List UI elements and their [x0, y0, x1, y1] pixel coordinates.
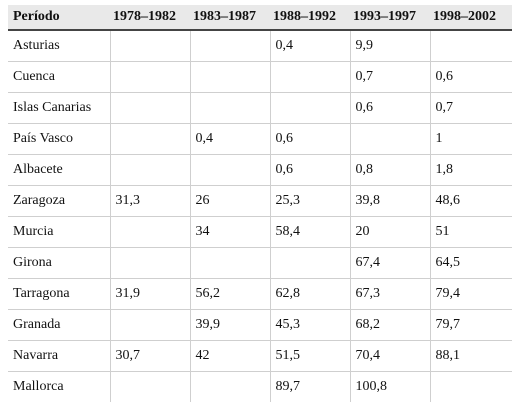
table-cell: 25,3 — [270, 185, 351, 217]
table-row: Cuenca 0,7 0,6 — [8, 61, 512, 93]
table-cell — [190, 154, 271, 186]
header-row: Período 1978–1982 1983–1987 1988–1992 19… — [8, 5, 512, 31]
table-row: Girona 67,4 64,5 — [8, 247, 512, 279]
table-cell — [190, 30, 271, 62]
table-cell — [270, 61, 351, 93]
table-cell: 45,3 — [270, 309, 351, 341]
table-header: Período 1978–1982 1983–1987 1988–1992 19… — [8, 5, 512, 31]
table-cell — [110, 247, 191, 279]
table-cell: 67,3 — [350, 278, 431, 310]
table-cell: 30,7 — [110, 340, 191, 372]
table-cell — [110, 216, 191, 248]
row-label: Asturias — [8, 30, 111, 62]
table-cell — [110, 309, 191, 341]
table-cell: 26 — [190, 185, 271, 217]
table-cell — [190, 61, 271, 93]
header-1978-1982: 1978–1982 — [110, 5, 190, 31]
header-period: Período — [8, 5, 110, 31]
table-cell: 39,8 — [350, 185, 431, 217]
table-row: Asturias 0,4 9,9 — [8, 30, 512, 62]
table-row: Zaragoza 31,3 26 25,3 39,8 48,6 — [8, 185, 512, 217]
table-cell: 70,4 — [350, 340, 431, 372]
table-cell: 9,9 — [350, 30, 431, 62]
table-cell: 39,9 — [190, 309, 271, 341]
row-label: Tarragona — [8, 278, 111, 310]
table-cell — [110, 61, 191, 93]
table-cell: 79,4 — [430, 278, 512, 310]
row-label: Zaragoza — [8, 185, 111, 217]
table-cell: 0,6 — [430, 61, 512, 93]
row-label: Mallorca — [8, 371, 111, 402]
incidence-table: Período 1978–1982 1983–1987 1988–1992 19… — [8, 5, 512, 402]
table-row: Murcia 34 58,4 20 51 — [8, 216, 512, 248]
table-row: País Vasco 0,4 0,6 1 — [8, 123, 512, 155]
table-cell: 31,3 — [110, 185, 191, 217]
table-cell: 0,6 — [270, 123, 351, 155]
table-cell: 20 — [350, 216, 431, 248]
table-cell: 42 — [190, 340, 271, 372]
table-cell — [190, 371, 271, 402]
table-cell: 0,6 — [270, 154, 351, 186]
row-label: Albacete — [8, 154, 111, 186]
table-cell: 68,2 — [350, 309, 431, 341]
table-cell — [110, 30, 191, 62]
row-label: Islas Canarias — [8, 92, 111, 124]
table-cell: 56,2 — [190, 278, 271, 310]
table-cell: 64,5 — [430, 247, 512, 279]
header-1988-1992: 1988–1992 — [270, 5, 350, 31]
table-body: Asturias 0,4 9,9 Cuenca 0,7 0,6 Islas Ca… — [8, 30, 512, 402]
table-cell: 88,1 — [430, 340, 512, 372]
table-cell — [110, 92, 191, 124]
table-cell — [110, 123, 191, 155]
table-cell — [110, 371, 191, 402]
table-cell: 89,7 — [270, 371, 351, 402]
table-cell — [190, 247, 271, 279]
table-row: Mallorca 89,7 100,8 — [8, 371, 512, 403]
table-row: Granada 39,9 45,3 68,2 79,7 — [8, 309, 512, 341]
row-label: Navarra — [8, 340, 111, 372]
table-cell: 79,7 — [430, 309, 512, 341]
header-1998-2002: 1998–2002 — [430, 5, 512, 31]
table-cell: 51,5 — [270, 340, 351, 372]
table-cell — [270, 92, 351, 124]
table-cell: 1 — [430, 123, 512, 155]
table-cell: 67,4 — [350, 247, 431, 279]
row-label: Granada — [8, 309, 111, 341]
header-1993-1997: 1993–1997 — [350, 5, 430, 31]
table-cell: 0,4 — [190, 123, 271, 155]
table-cell — [270, 247, 351, 279]
table-cell: 34 — [190, 216, 271, 248]
table-cell: 0,6 — [350, 92, 431, 124]
table-cell: 1,8 — [430, 154, 512, 186]
data-table-container: Período 1978–1982 1983–1987 1988–1992 19… — [8, 5, 512, 402]
table-cell — [190, 92, 271, 124]
table-cell: 31,9 — [110, 278, 191, 310]
header-1983-1987: 1983–1987 — [190, 5, 270, 31]
table-cell: 100,8 — [350, 371, 431, 402]
table-cell: 0,7 — [430, 92, 512, 124]
table-row: Albacete 0,6 0,8 1,8 — [8, 154, 512, 186]
table-cell — [350, 123, 431, 155]
table-row: Navarra 30,7 42 51,5 70,4 88,1 — [8, 340, 512, 372]
table-row: Islas Canarias 0,6 0,7 — [8, 92, 512, 124]
table-cell: 0,8 — [350, 154, 431, 186]
table-cell — [430, 30, 512, 62]
table-cell: 48,6 — [430, 185, 512, 217]
row-label: Murcia — [8, 216, 111, 248]
row-label: Girona — [8, 247, 111, 279]
table-row: Tarragona 31,9 56,2 62,8 67,3 79,4 — [8, 278, 512, 310]
table-cell — [110, 154, 191, 186]
row-label: Cuenca — [8, 61, 111, 93]
table-cell: 62,8 — [270, 278, 351, 310]
table-cell: 51 — [430, 216, 512, 248]
table-cell — [430, 372, 512, 403]
table-cell: 0,7 — [350, 61, 431, 93]
table-cell: 0,4 — [270, 30, 351, 62]
row-label: País Vasco — [8, 123, 111, 155]
table-cell: 58,4 — [270, 216, 351, 248]
